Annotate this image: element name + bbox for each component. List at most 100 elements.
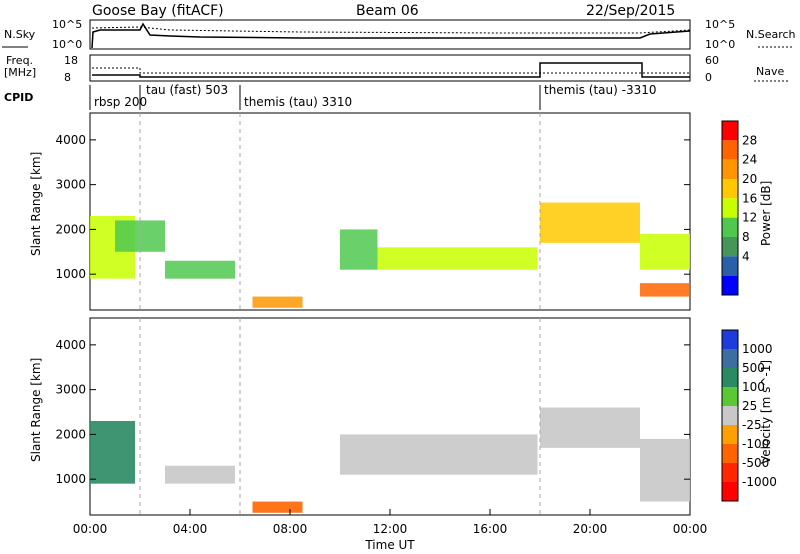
velocity-cbar-swatch-9 [722, 482, 738, 501]
power-region-7 [540, 202, 640, 243]
xtick-label-0: 00:00 [73, 522, 108, 536]
cpid-boundaries [139, 113, 541, 515]
freq-panel [89, 54, 691, 82]
xtick-label-5: 20:00 [573, 522, 608, 536]
velocity-region-3 [252, 501, 303, 513]
nsky-label: N.Sky [4, 28, 36, 41]
xtick-label-6: 00:00 [673, 522, 708, 536]
velocity-cbar-frame [721, 329, 739, 502]
nsearch-tick-bottom: 10^0 [705, 38, 735, 51]
power-ytick-label-2000: 2000 [55, 222, 86, 236]
power-ytick-label-3000: 3000 [55, 178, 86, 192]
velocity-cbar-swatch-1 [722, 330, 738, 349]
date-title: 22/Sep/2015 [586, 3, 675, 19]
power-cbar-swatch-7 [722, 237, 738, 257]
nsky-tick-top: 10^5 [52, 18, 82, 31]
velocity-cbar-swatch-6 [722, 425, 738, 444]
velocity-region-6 [640, 438, 690, 502]
nsearch-tick-top: 10^5 [705, 18, 735, 31]
velocity-cbar-tick-7: -500 [742, 456, 769, 470]
freq-tick-bottom: 8 [64, 71, 71, 84]
power-cbar-tick-2: 24 [742, 153, 757, 167]
velocity-cbar-swatch-8 [722, 463, 738, 482]
power-cbar-tick-3: 20 [742, 172, 757, 186]
nsearch-trace [91, 26, 691, 34]
power-region-9 [640, 283, 690, 297]
cpid-segment-3: themis (tau) 3310 [244, 95, 352, 109]
nsky-tick-bottom: 10^0 [52, 38, 82, 51]
freq-tick-top: 18 [64, 54, 78, 67]
power-cbar-swatch-4 [722, 179, 738, 199]
nave-tick-top: 60 [705, 54, 719, 67]
velocity-cbar-swatch-2 [722, 349, 738, 368]
power-region-6 [377, 247, 538, 270]
xtick-label-2: 08:00 [273, 522, 308, 536]
freq-trace [92, 62, 690, 78]
power-cbar-swatch-6 [722, 217, 738, 237]
velocity-yaxis: 4000 3000 2000 1000 [55, 338, 690, 486]
power-region-4 [252, 296, 303, 308]
power-region-3 [165, 260, 235, 279]
power-data-layer [90, 202, 690, 308]
nsky-panel [89, 19, 691, 50]
power-cbar-swatch-3 [722, 159, 738, 179]
freq-label: Freq. [6, 54, 33, 67]
power-cbar-tick-5: 12 [742, 211, 757, 225]
nsearch-label: N.Search [746, 28, 796, 41]
velocity-region-2 [165, 465, 235, 484]
power-cbar-swatch-2 [722, 140, 738, 160]
velocity-cbar-swatch-5 [722, 406, 738, 425]
velocity-cbar-swatch-3 [722, 368, 738, 387]
power-cbar-swatch-9 [722, 275, 738, 295]
xtick-label-3: 12:00 [373, 522, 408, 536]
power-cbar-tick-7: 4 [742, 249, 750, 263]
power-ytick-label-4000: 4000 [55, 133, 86, 147]
power-cbar-swatch-1 [722, 121, 738, 141]
nave-label: Nave [756, 65, 784, 78]
power-region-8 [640, 233, 690, 270]
power-colorbar: 28 24 20 16 12 8 4 [721, 120, 757, 296]
velocity-ytick-label-1000: 1000 [55, 472, 86, 486]
velocity-ytick-label-2000: 2000 [55, 427, 86, 441]
velocity-cbar-tick-3: 100 [742, 380, 765, 394]
power-ylabel: Slant Range [km] [29, 152, 43, 256]
power-yaxis: 4000 3000 2000 1000 [55, 133, 690, 281]
velocity-colorbar-label: Velocity [m s^-1] [759, 360, 773, 464]
velocity-cbar-tick-4: 25 [742, 399, 757, 413]
velocity-cbar-tick-8: -1000 [742, 475, 777, 489]
power-cbar-tick-4: 16 [742, 191, 757, 205]
nave-trace [92, 67, 690, 74]
beam-title: Beam 06 [356, 3, 419, 19]
power-colorbar-label: Power [dB] [759, 181, 773, 246]
freq-unit-label: [MHz] [4, 66, 36, 79]
velocity-cbar-tick-2: 500 [742, 361, 765, 375]
station-title: Goose Bay (fitACF) [92, 3, 224, 19]
velocity-region-1 [90, 420, 135, 484]
velocity-data-layer [90, 407, 690, 513]
velocity-cbar-swatch-4 [722, 387, 738, 406]
power-region-5 [340, 229, 378, 270]
power-cbar-swatch-8 [722, 256, 738, 276]
nsky-trace [91, 22, 691, 49]
power-cbar-swatch-5 [722, 198, 738, 218]
xtick-label-1: 04:00 [173, 522, 208, 536]
xaxis-label: Time UT [364, 538, 415, 552]
velocity-region-4 [340, 434, 538, 475]
power-cbar-tick-1: 28 [742, 133, 757, 147]
power-cbar-frame [721, 120, 739, 296]
cpid-segment-1: rbsp 200 [94, 95, 147, 109]
xtick-label-4: 16:00 [473, 522, 508, 536]
velocity-cbar-tick-6: -100 [742, 437, 769, 451]
velocity-colorbar: 1000 500 100 25 -25 -100 -500 -1000 [721, 329, 777, 502]
nave-tick-bottom: 0 [705, 71, 712, 84]
cpid-segment-2: tau (fast) 503 [146, 83, 228, 97]
velocity-ytick-label-4000: 4000 [55, 338, 86, 352]
velocity-ylabel: Slant Range [km] [29, 358, 43, 462]
velocity-region-5 [540, 407, 640, 448]
cpid-segment-4: themis (tau) -3310 [544, 83, 657, 97]
velocity-cbar-tick-1: 1000 [742, 342, 773, 356]
cpid-label: CPID [4, 91, 33, 104]
velocity-ytick-label-3000: 3000 [55, 383, 86, 397]
velocity-cbar-swatch-7 [722, 444, 738, 463]
